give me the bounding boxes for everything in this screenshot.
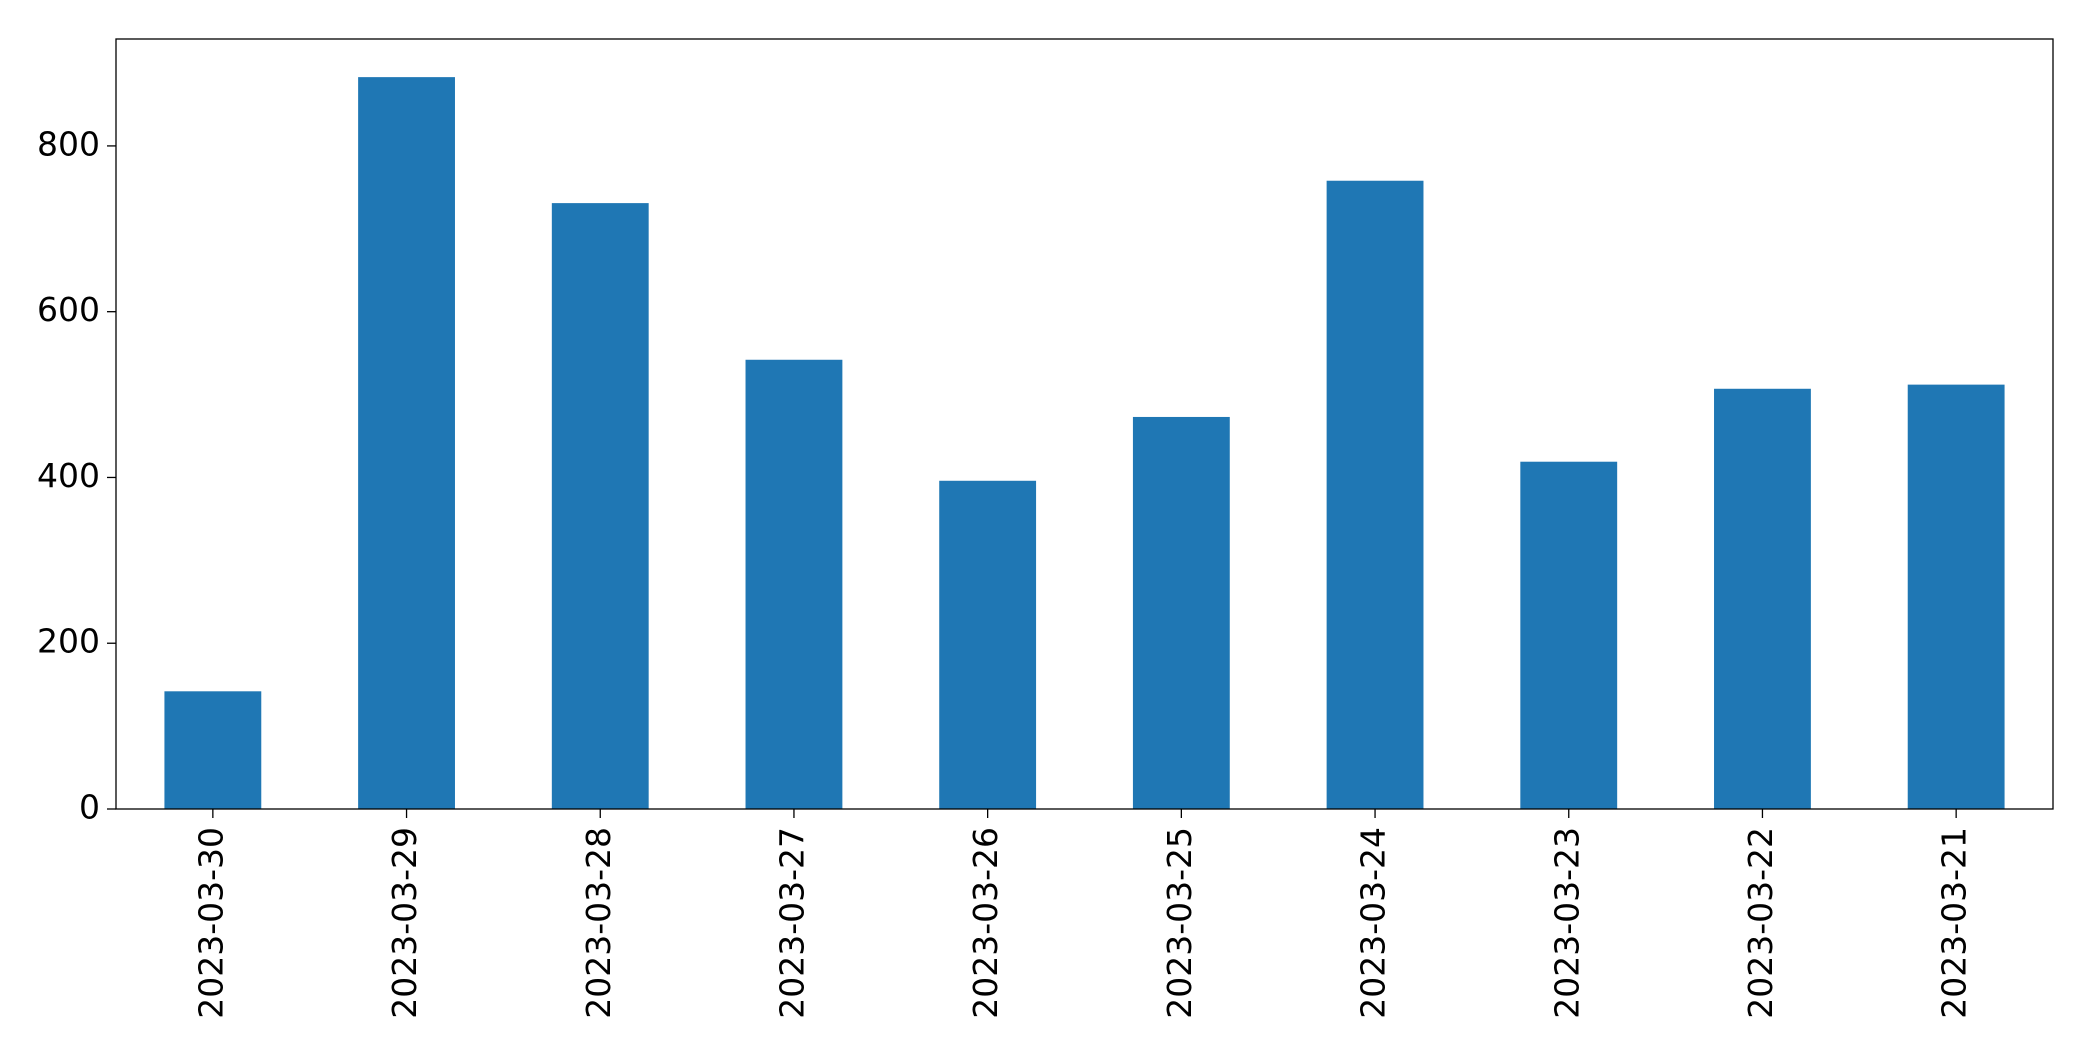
bar (1714, 388, 1811, 809)
y-tick-label: 600 (37, 290, 100, 329)
bar (1132, 416, 1230, 809)
bar (358, 77, 455, 810)
x-tick-label: 2023-03-29 (385, 827, 424, 1019)
bar (1520, 461, 1618, 809)
bar (1907, 384, 2005, 809)
x-tick-label: 2023-03-25 (1160, 827, 1199, 1019)
bar (745, 359, 843, 809)
bar (164, 691, 262, 809)
x-tick-label: 2023-03-30 (191, 827, 230, 1019)
bar (1326, 180, 1424, 810)
y-tick-label: 200 (37, 622, 100, 661)
plot-frame (115, 38, 2054, 810)
y-tick-label: 800 (37, 124, 100, 163)
x-tick-label: 2023-03-26 (966, 827, 1005, 1019)
y-tick-label: 400 (37, 456, 100, 495)
x-tick-label: 2023-03-28 (579, 827, 618, 1019)
x-tick-label: 2023-03-27 (772, 827, 811, 1019)
x-tick-label: 2023-03-24 (1354, 827, 1393, 1019)
x-tick-label: 2023-03-23 (1547, 827, 1586, 1019)
bar (939, 480, 1037, 809)
x-tick-label: 2023-03-22 (1741, 827, 1780, 1019)
y-tick-label: 0 (79, 788, 100, 827)
x-tick-label: 2023-03-21 (1935, 827, 1974, 1019)
bar (551, 203, 649, 810)
